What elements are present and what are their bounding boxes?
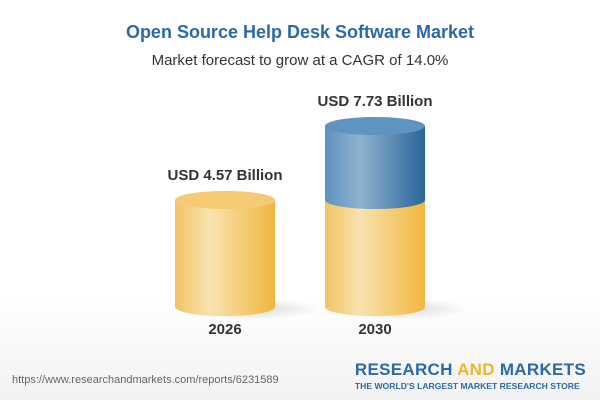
chart-title: Open Source Help Desk Software Market [125,22,475,42]
cylinder-growth-segment-2030 [325,126,425,209]
category-label: 2026 [208,321,241,338]
data-label: USD 4.57 Billion [167,167,282,184]
research-and-markets-logo: RESEARCH AND MARKETS THE WORLD'S LARGEST… [354,360,586,391]
cylinder-top-2026 [175,191,275,209]
data-label: USD 7.73 Billion [317,93,432,110]
cylinder-base-segment-2030 [325,200,425,316]
cylinder-base-segment-2026 [175,200,275,316]
source-url[interactable]: https://www.researchandmarkets.com/repor… [12,374,279,386]
category-label: 2030 [358,321,391,338]
chart-subtitle: Market forecast to grow at a CAGR of 14.… [151,52,449,69]
cylinder-top-2030 [325,117,425,136]
